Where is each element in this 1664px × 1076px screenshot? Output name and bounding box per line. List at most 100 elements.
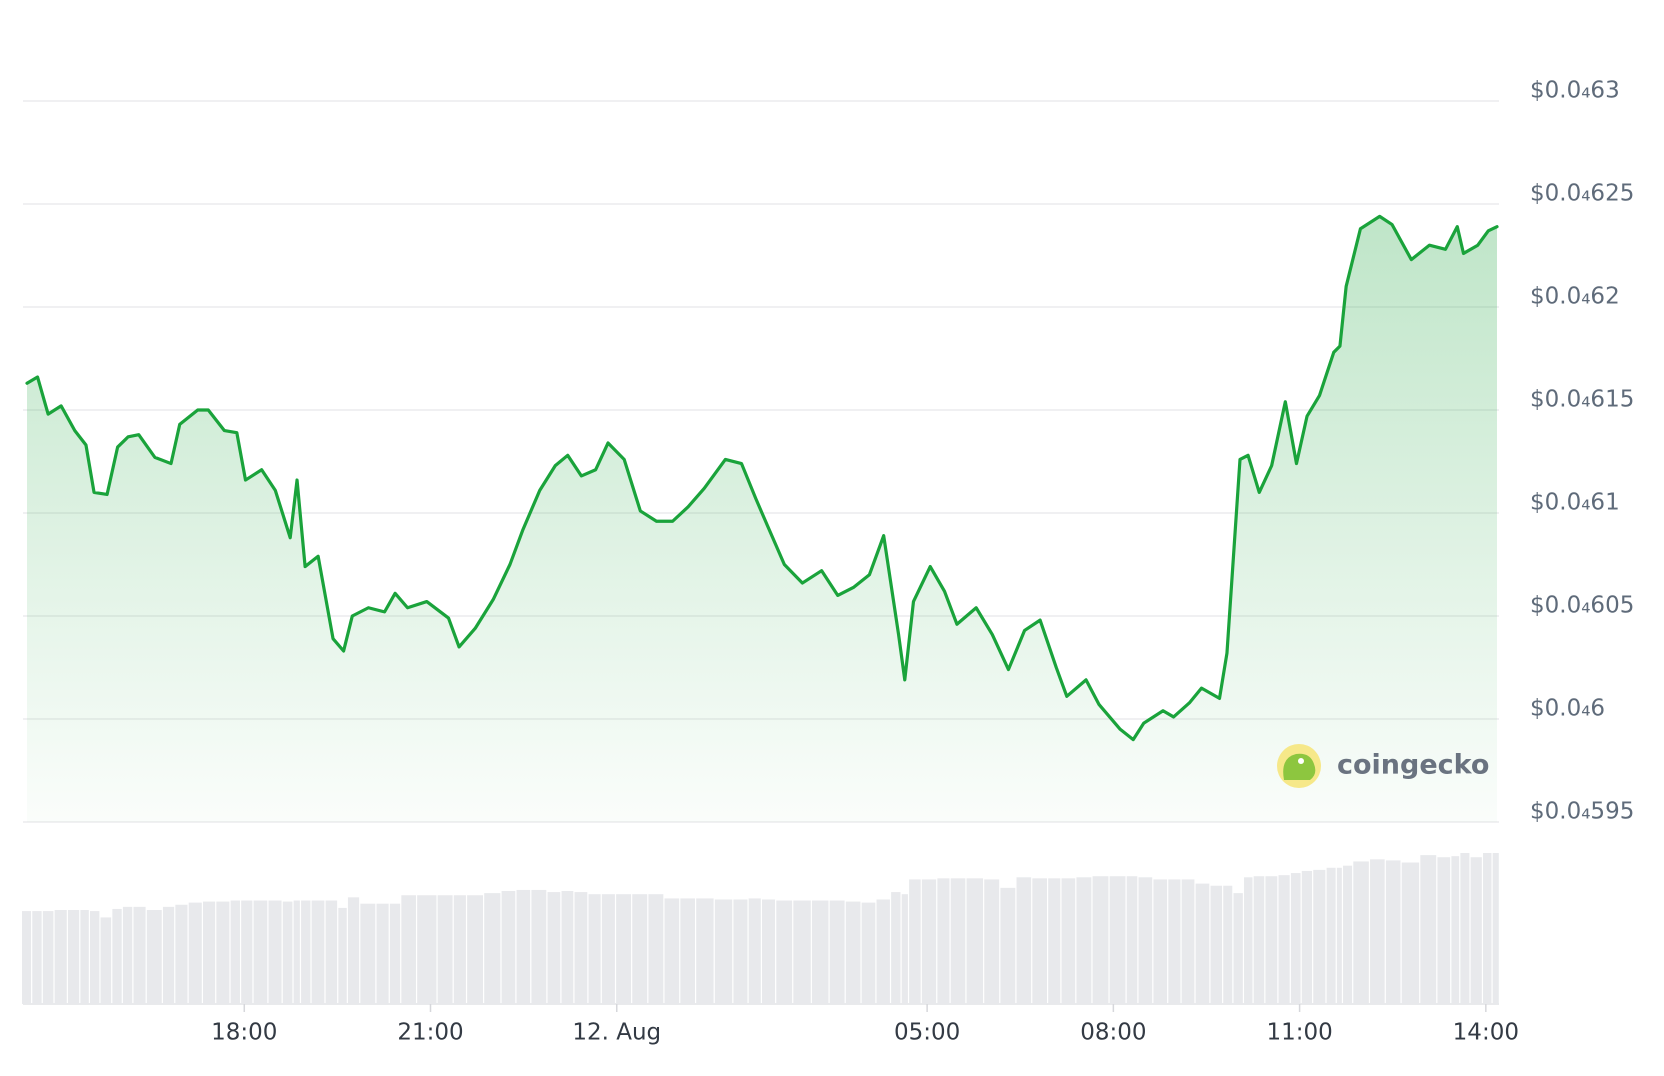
volume-bar [67,910,80,1004]
volume-bar [230,900,240,1004]
volume-bar [588,894,601,1004]
volume-bar [1223,885,1233,1004]
volume-bar [1265,876,1278,1004]
volume-bar [1233,893,1243,1004]
volume-bar [696,898,714,1004]
volume-bar [748,898,761,1004]
volume-bar [325,900,338,1004]
volume-bar [376,903,389,1004]
volume-bar [175,904,188,1004]
y-tick-label: $0.0₄61 [1530,490,1620,516]
volume-bar [1138,877,1153,1004]
volume-bar [1290,873,1301,1004]
watermark: coingecko [1277,744,1489,788]
x-tick-label: 18:00 [211,1020,277,1046]
y-tick-label: $0.0₄62 [1530,284,1620,310]
volume-bar [516,889,531,1004]
volume-bar [1278,875,1290,1004]
volume-bar [1401,862,1420,1004]
volume-bar [966,878,984,1004]
volume-bar [100,917,112,1004]
volume-bar [1370,859,1385,1004]
y-tick-label: $0.0₄595 [1530,799,1634,825]
volume-bar [162,906,175,1004]
volume-bar [338,907,347,1004]
volume-bar [861,902,876,1004]
volume-bar [112,908,122,1004]
volume-bar [216,901,230,1004]
volume-bar [1168,879,1181,1004]
volume-bar [401,895,416,1004]
volume-bar [1470,857,1482,1004]
volume-bar [1253,876,1265,1004]
volume-bar [950,878,966,1004]
volume-bar [680,898,695,1004]
volume-bar [901,894,908,1004]
volume-bar [501,891,516,1004]
volume-bar [1313,869,1326,1004]
volume-bar [1210,885,1223,1004]
volume-bar [776,900,793,1004]
volume-bar [1076,877,1092,1004]
volume-bar [984,879,1000,1004]
volume-bar [453,895,466,1004]
volume-bar [1126,876,1138,1004]
volume-bar [1343,865,1353,1004]
volume-bar [1032,878,1047,1004]
volume-bar [1492,853,1499,1004]
volume-bar [484,893,501,1004]
volume-bar [1483,853,1492,1004]
volume-bar [891,892,901,1004]
volume-bar [793,900,811,1004]
labels: $0.0₄595 $0.0₄6 $0.0₄605 $0.0₄61 $0.0₄615 $0.… [211,78,1634,1046]
volume-bar [561,891,574,1004]
x-tick-label: 11:00 [1266,1020,1332,1046]
volume-bar [293,900,300,1004]
volume-bar [909,879,921,1004]
volume-bar [1420,855,1437,1004]
volume-bar [389,903,401,1004]
volume-bar [1301,870,1313,1004]
volume-bar [1109,876,1126,1004]
price-area [27,216,1497,823]
volume-bars [22,853,1499,1004]
volume-bar [1000,887,1016,1004]
volume-bar [1451,856,1460,1004]
volume-bar [32,911,42,1004]
volume-bar [90,911,100,1004]
volume-bar [437,895,453,1004]
volume-bar [648,894,664,1004]
volume-bar [616,894,632,1004]
x-tick-label: 05:00 [894,1020,960,1046]
volume-bar [845,901,861,1004]
volume-bar [1061,878,1076,1004]
volume-bar [937,878,950,1004]
volume-bar [1460,853,1470,1004]
volume-bar [347,897,360,1004]
volume-bar [829,900,845,1004]
volume-bar [1048,878,1061,1004]
y-tick-label: $0.0₄615 [1530,387,1634,413]
volume-bar [547,892,561,1004]
price-line [25,214,1499,742]
volume-bar [268,900,282,1004]
volume-bar [1181,879,1195,1004]
volume-bar [1336,867,1342,1004]
volume-bar [301,900,311,1004]
volume-bar [1385,860,1401,1004]
volume-bar [1016,877,1032,1004]
plot [25,214,1499,823]
volume-bar [467,895,484,1004]
volume-bar [733,899,748,1004]
volume-bar [54,910,67,1004]
volume-bar [311,900,325,1004]
volume-bar [22,911,32,1004]
volume-bar [811,900,829,1004]
volume-bar [921,879,937,1004]
volume-bar [360,903,376,1004]
volume-bar [241,900,253,1004]
y-tick-label: $0.0₄6 [1530,696,1605,722]
volume-bar [42,911,54,1004]
volume-bar [574,892,588,1004]
